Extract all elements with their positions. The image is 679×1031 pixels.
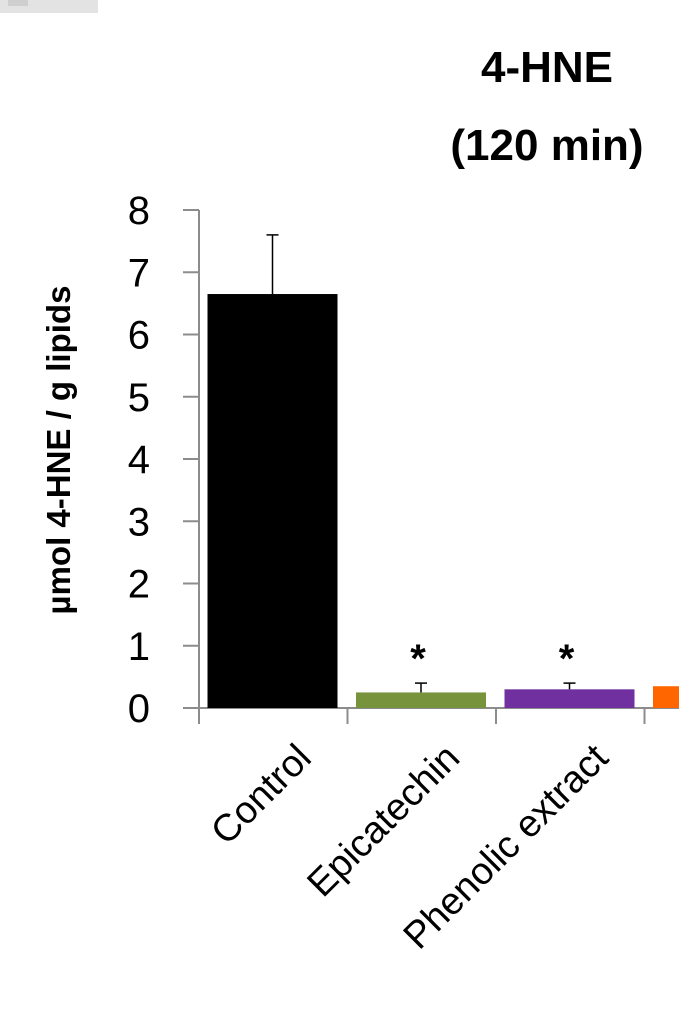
significance-marker: * xyxy=(559,637,575,681)
corner-tab xyxy=(0,0,98,13)
bar-3 xyxy=(505,689,635,708)
y-tick-label: 4 xyxy=(128,438,150,482)
y-axis-label: µmol 4-HNE / g lipids xyxy=(40,286,77,615)
bar-1 xyxy=(208,294,338,708)
y-tick-label: 0 xyxy=(128,687,150,731)
y-tick-label: 6 xyxy=(128,314,150,358)
bar-2 xyxy=(356,692,486,708)
chart-subtitle: (120 min) xyxy=(450,121,643,170)
y-tick-label: 5 xyxy=(128,376,150,420)
significance-marker: * xyxy=(410,637,426,681)
bar-4 xyxy=(653,686,679,708)
y-tick-label: 8 xyxy=(128,189,150,233)
corner-tab-marker xyxy=(8,0,28,6)
chart-title: 4-HNE xyxy=(481,43,613,92)
y-tick-label: 1 xyxy=(128,625,150,669)
y-tick-label: 2 xyxy=(128,563,150,607)
y-tick-label: 7 xyxy=(128,251,150,295)
y-tick-label: 3 xyxy=(128,500,150,544)
x-tick-label: Control xyxy=(203,737,319,853)
